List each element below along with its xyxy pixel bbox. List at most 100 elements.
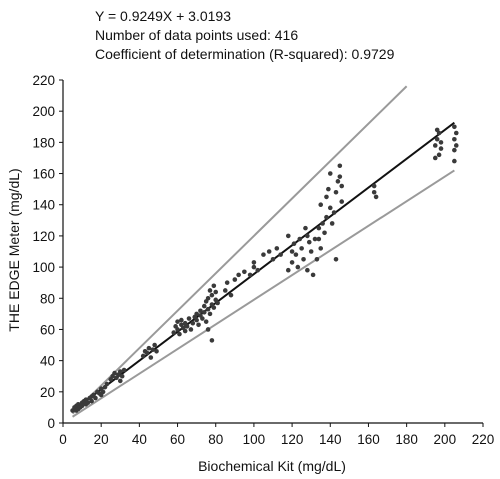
data-point	[333, 189, 339, 195]
data-point	[327, 205, 333, 211]
y-tick-label: 0	[47, 416, 55, 431]
data-point	[213, 289, 219, 295]
data-point	[301, 256, 306, 262]
data-point	[434, 136, 440, 142]
data-point	[194, 311, 199, 317]
x-tick-label: 120	[281, 432, 304, 447]
data-point	[453, 143, 459, 148]
y-tick-label: 180	[32, 135, 55, 150]
data-point	[295, 264, 301, 270]
data-point	[285, 233, 291, 239]
data-point	[316, 236, 322, 242]
data-point	[274, 246, 280, 251]
data-point	[190, 320, 196, 326]
data-point	[209, 292, 215, 298]
data-points-count: Number of data points used: 416	[95, 27, 299, 43]
data-point	[261, 252, 266, 257]
data-point	[322, 230, 327, 236]
data-point	[453, 130, 459, 136]
y-tick-label: 100	[32, 260, 55, 275]
data-point	[305, 267, 310, 273]
data-point	[207, 311, 213, 317]
data-point	[177, 331, 182, 337]
data-point	[326, 186, 331, 192]
data-point	[452, 147, 457, 153]
x-tick-label: 140	[319, 432, 342, 447]
data-point	[452, 158, 457, 164]
data-point	[93, 395, 98, 401]
y-tick-label: 200	[32, 104, 55, 119]
data-point	[333, 256, 339, 262]
r-squared-text: Coefficient of determination (R-squared)…	[95, 46, 395, 62]
y-tick-label: 20	[40, 385, 55, 400]
data-point	[184, 324, 190, 329]
lower-bound-line	[72, 169, 455, 418]
data-point	[144, 350, 150, 356]
data-point	[299, 246, 304, 251]
data-point	[270, 256, 276, 262]
data-point	[203, 319, 209, 324]
x-axis-title: Biochemical Kit (mg/dL)	[198, 458, 346, 474]
data-point	[205, 306, 211, 312]
data-point	[316, 225, 322, 231]
data-point	[331, 210, 337, 215]
data-point	[285, 267, 291, 273]
data-point	[318, 246, 324, 251]
data-point	[291, 241, 297, 247]
data-point	[200, 316, 205, 321]
data-point	[371, 183, 377, 189]
data-point	[119, 373, 125, 379]
data-point	[205, 295, 211, 301]
data-point	[373, 194, 379, 200]
data-point	[293, 252, 299, 257]
data-point	[196, 322, 201, 328]
x-tick-label: 80	[208, 432, 223, 447]
data-point	[242, 269, 247, 275]
data-point	[201, 303, 207, 309]
data-point	[209, 338, 215, 343]
data-point	[148, 355, 154, 360]
data-point	[312, 236, 318, 242]
data-point	[201, 310, 207, 315]
data-point	[121, 367, 127, 373]
data-point	[117, 378, 123, 384]
y-tick-label: 80	[40, 291, 55, 306]
data-point	[171, 330, 177, 335]
data-point	[211, 305, 217, 310]
data-point	[436, 130, 442, 136]
y-tick-label: 40	[40, 354, 55, 369]
data-point	[154, 348, 159, 354]
data-point	[85, 400, 91, 406]
data-point	[205, 327, 211, 332]
data-point	[339, 199, 345, 204]
data-point	[318, 202, 324, 208]
data-point	[112, 370, 117, 376]
data-point	[79, 403, 85, 409]
regression-line	[71, 121, 455, 412]
data-point	[306, 239, 312, 245]
data-point	[236, 272, 241, 278]
data-point	[228, 292, 234, 298]
data-point	[327, 171, 333, 176]
data-point	[266, 249, 272, 254]
data-point	[194, 317, 199, 323]
y-tick-label: 60	[40, 322, 55, 337]
x-tick-label: 60	[170, 432, 185, 447]
data-point	[146, 345, 152, 351]
y-axis-title: THE EDGE Meter (mg/dL)	[6, 168, 22, 331]
y-tick-label: 140	[32, 198, 55, 213]
data-point	[175, 319, 180, 324]
data-point	[305, 233, 310, 239]
data-point	[335, 179, 341, 184]
data-point	[100, 389, 106, 395]
data-point	[432, 155, 438, 161]
data-point	[140, 353, 146, 359]
x-tick-label: 160	[357, 432, 380, 447]
data-point	[310, 272, 316, 278]
y-tick-label: 220	[32, 73, 55, 88]
x-tick-label: 40	[132, 432, 147, 447]
data-point	[188, 327, 194, 332]
x-tick-label: 200	[434, 432, 457, 447]
data-point	[251, 264, 257, 270]
data-point	[211, 283, 217, 289]
